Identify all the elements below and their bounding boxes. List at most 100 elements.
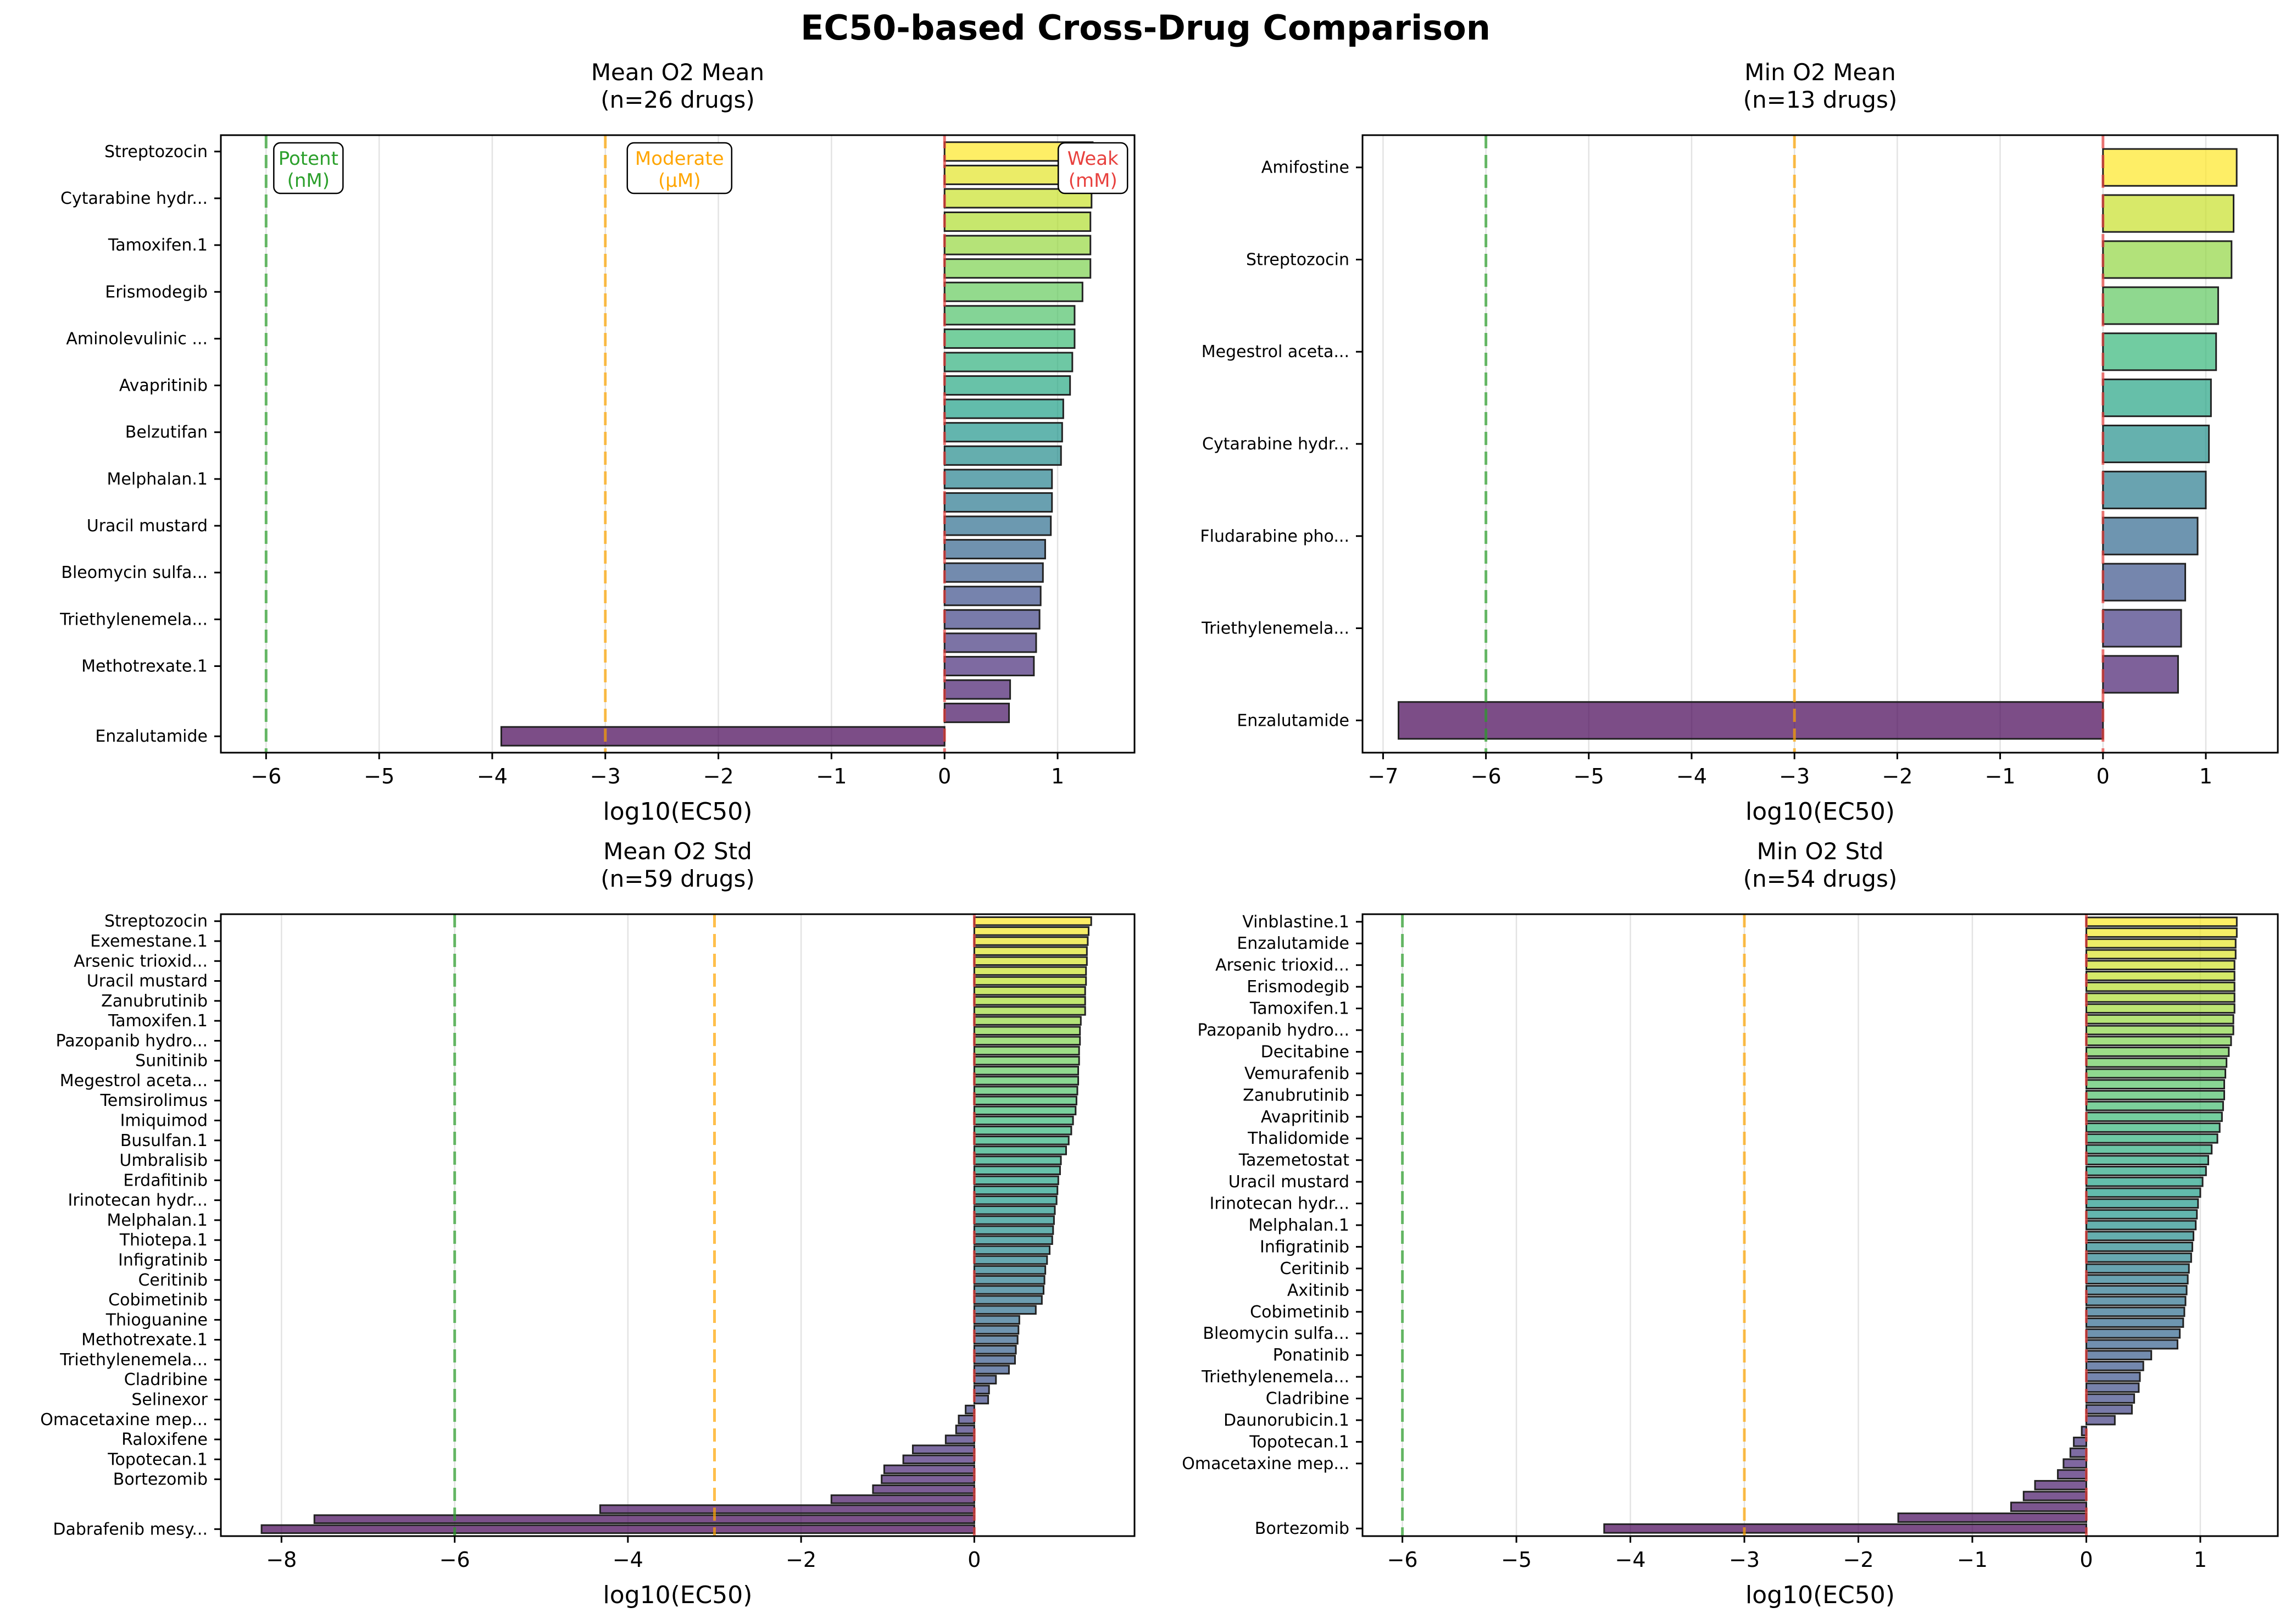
bar	[2085, 1003, 2236, 1014]
bar	[2102, 470, 2207, 509]
y-tick-label: Vinblastine.1	[1242, 913, 1349, 932]
bar	[943, 305, 1076, 326]
bar	[973, 1205, 1056, 1215]
reference-label-bottom: (nM)	[287, 170, 330, 192]
bar	[872, 1484, 975, 1494]
y-tick-label: Temsirolimus	[100, 1091, 208, 1110]
bar	[973, 1295, 1043, 1305]
bar	[973, 1235, 1053, 1245]
y-tick-label: Infigratinib	[1260, 1237, 1349, 1256]
bar	[2085, 1198, 2199, 1209]
y-tick-label: Thalidomide	[1247, 1129, 1349, 1148]
bar	[2010, 1501, 2087, 1512]
bar	[2085, 1220, 2197, 1231]
y-tick-label: Busulfan.1	[120, 1131, 208, 1150]
bar	[2057, 1469, 2087, 1480]
panel-title: Min O2 Std	[1757, 838, 1884, 865]
y-tick-label: Raloxifene	[121, 1430, 208, 1449]
bar	[2085, 960, 2236, 971]
bar	[2102, 424, 2210, 464]
y-tick-label: Avapritinib	[119, 376, 208, 396]
bar	[973, 1016, 1082, 1026]
y-tick-label: Amifostine	[1261, 158, 1349, 177]
y-tick-label: Bortezomib	[1255, 1519, 1349, 1538]
x-tick-label: −8	[266, 1548, 297, 1572]
bar	[943, 212, 1092, 232]
bar	[973, 1275, 1046, 1285]
y-tick-label: Daunorubicin.1	[1224, 1411, 1349, 1430]
bar	[2085, 1209, 2198, 1220]
bar	[2073, 1437, 2087, 1447]
bar	[973, 976, 1087, 986]
bar	[973, 1225, 1054, 1235]
y-tick-label: Tazemetostat	[1238, 1151, 1350, 1170]
bar	[955, 1425, 975, 1434]
plot-frame	[220, 913, 1136, 1537]
y-tick-label: Triethylenemela...	[59, 1350, 208, 1370]
y-tick-label: Arsenic trioxid...	[1215, 956, 1349, 975]
y-tick-label: Dabrafenib mesy...	[53, 1520, 208, 1539]
y-tick-label: Ponatinib	[1273, 1346, 1349, 1365]
panel-title: Min O2 Mean	[1744, 59, 1895, 86]
bar	[943, 258, 1092, 279]
x-tick-label: 0	[967, 1548, 981, 1572]
y-tick-label: Tamoxifen.1	[108, 1011, 208, 1031]
y-tick-label: Pazopanib hydro...	[55, 1031, 208, 1050]
bar	[2034, 1480, 2087, 1490]
bar	[2085, 1382, 2140, 1393]
reference-label-box	[1057, 142, 1128, 194]
y-tick-label: Melphalan.1	[107, 470, 208, 489]
y-tick-label: Zanubrutinib	[101, 992, 208, 1011]
y-tick-label: Irinotecan hydr...	[68, 1191, 208, 1210]
x-tick-label: 1	[1051, 764, 1064, 788]
y-tick-label: Zanubrutinib	[1243, 1086, 1349, 1105]
bar	[2085, 1328, 2181, 1339]
bar	[2102, 148, 2238, 187]
bar	[313, 1514, 975, 1524]
bar	[2085, 1295, 2187, 1306]
bar	[911, 1444, 975, 1454]
figure-title: EC50-based Cross-Drug Comparison	[800, 8, 1491, 48]
y-tick-label: Streptozocin	[1246, 250, 1349, 269]
bar	[973, 1145, 1067, 1155]
bar	[599, 1504, 975, 1514]
y-tick-label: Cladribine	[1266, 1389, 1349, 1409]
reference-label-box	[273, 142, 344, 194]
bar	[2102, 194, 2235, 233]
bar	[943, 281, 1083, 302]
bar	[2085, 981, 2236, 992]
bar	[2102, 563, 2187, 602]
y-tick-label: Sunitinib	[135, 1052, 208, 1071]
x-tick-label: −5	[1573, 764, 1604, 788]
bar	[830, 1494, 975, 1504]
y-tick-label: Omacetaxine mep...	[1182, 1454, 1349, 1473]
y-tick-label: Fludarabine pho...	[1200, 527, 1349, 546]
y-tick-label: Streptozocin	[104, 912, 208, 931]
bar	[2085, 1404, 2133, 1415]
bar	[973, 1315, 1020, 1325]
bar	[943, 352, 1074, 372]
y-tick-label: Megestrol aceta...	[60, 1071, 208, 1091]
y-tick-label: Irinotecan hydr...	[1209, 1194, 1349, 1214]
bar	[944, 1434, 975, 1444]
y-tick-label: Vemurafenib	[1244, 1064, 1349, 1083]
panel-title: Mean O2 Mean	[591, 59, 764, 86]
bar	[2085, 1306, 2186, 1317]
y-tick-label: Megestrol aceta...	[1202, 342, 1349, 361]
reference-label-box	[626, 142, 733, 194]
bar	[973, 986, 1086, 996]
y-tick-label: Enzalutamide	[95, 727, 208, 746]
y-tick-label: Methotrexate.1	[81, 657, 208, 676]
bar	[973, 1394, 989, 1405]
y-tick-label: Bleomycin sulfa...	[61, 563, 208, 582]
bar	[943, 445, 1062, 466]
y-tick-label: Thioguanine	[105, 1310, 208, 1330]
y-tick-label: Triethylenemela...	[1201, 619, 1349, 638]
y-tick-label: Ceritinib	[138, 1271, 208, 1290]
bar	[1398, 701, 2104, 740]
panel-subtitle: (n=13 drugs)	[1743, 86, 1897, 113]
bar	[2102, 516, 2199, 555]
y-tick-label: Cladribine	[124, 1370, 208, 1389]
bar	[943, 539, 1046, 560]
y-tick-label: Decitabine	[1261, 1042, 1349, 1061]
